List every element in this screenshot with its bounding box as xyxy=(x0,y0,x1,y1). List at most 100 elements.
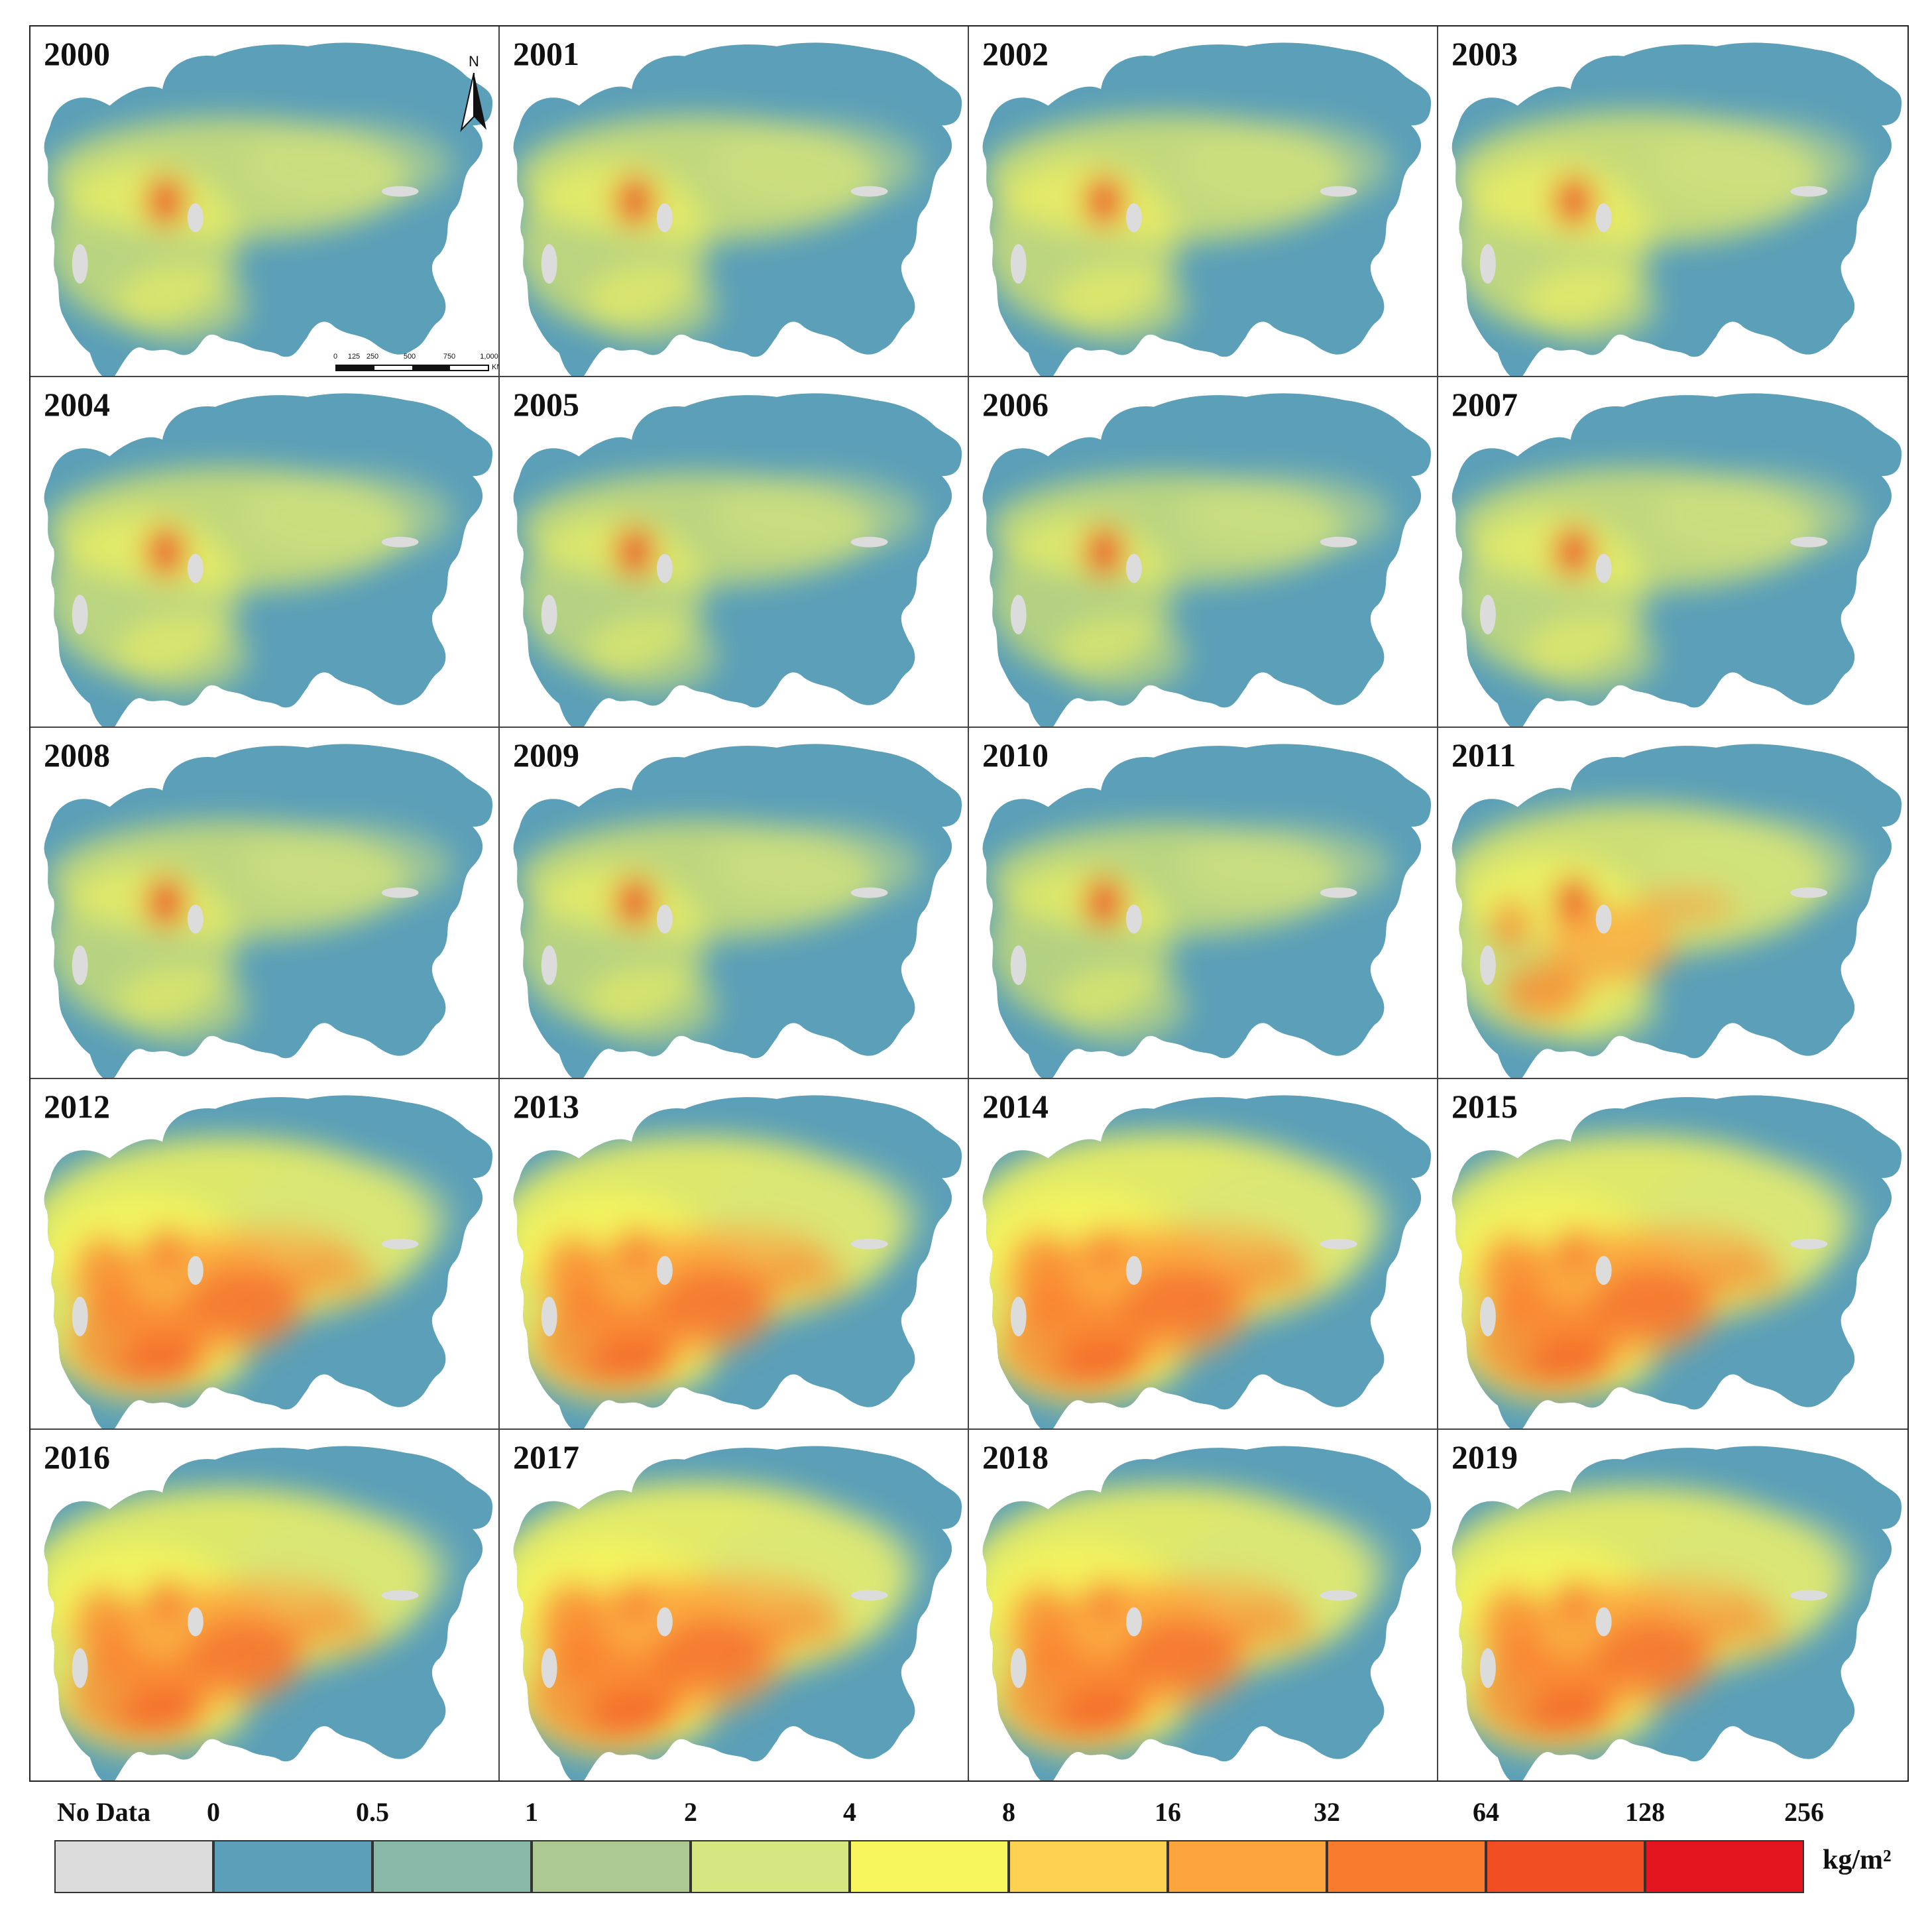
scale-tick-label: 500 xyxy=(403,353,416,361)
panel-year-label: 2015 xyxy=(1451,1087,1518,1125)
panel-year-label: 2016 xyxy=(44,1438,110,1476)
region-map-2003 xyxy=(1451,42,1902,377)
deposition-field xyxy=(983,114,1392,343)
legend-break-label: 0 xyxy=(207,1797,220,1827)
no-data-lake xyxy=(1010,945,1027,986)
region-map-2012 xyxy=(44,1095,493,1428)
no-data-lake xyxy=(1479,1296,1496,1336)
map-panel-2007: 2007 xyxy=(1438,377,1907,728)
deposition-field xyxy=(989,473,1392,694)
deposition-field xyxy=(513,1135,923,1402)
legend-no-data-label: No Data xyxy=(57,1797,151,1827)
no-data-lake xyxy=(1125,553,1142,583)
map-panel-2006: 2006 xyxy=(969,377,1438,728)
legend-swatch xyxy=(1327,1840,1486,1893)
legend-swatch xyxy=(1645,1840,1804,1893)
no-data-lake xyxy=(850,888,888,899)
no-data-lake xyxy=(1320,888,1357,899)
scale-tick-label: 750 xyxy=(443,353,456,361)
no-data-lake xyxy=(1595,553,1612,583)
map-panel-2013: 2013 xyxy=(500,1078,969,1430)
no-data-lake xyxy=(850,186,888,197)
no-data-lake xyxy=(381,1238,419,1250)
no-data-lake xyxy=(1595,1255,1612,1285)
north-arrow-icon: N xyxy=(457,53,490,139)
no-data-lake xyxy=(187,203,203,233)
panel-year-label: 2019 xyxy=(1451,1438,1518,1476)
no-data-lake xyxy=(541,945,557,986)
legend-break-label: 2 xyxy=(684,1797,697,1827)
panel-year-label: 2003 xyxy=(1451,35,1518,72)
no-data-lake xyxy=(541,244,557,284)
panel-year-label: 2004 xyxy=(44,386,110,424)
no-data-lake xyxy=(1010,1648,1027,1688)
region-map-2000 xyxy=(44,42,493,377)
scale-bar: 0 125 250 500 750 1,000 KM xyxy=(333,353,498,376)
region-map-2004 xyxy=(44,393,493,727)
region-map-2002 xyxy=(982,42,1432,377)
no-data-lake xyxy=(1790,536,1828,548)
no-data-lake xyxy=(1125,1255,1142,1285)
no-data-lake xyxy=(656,1255,673,1285)
scale-tick-label: 125 xyxy=(347,353,361,361)
legend-swatch xyxy=(691,1840,850,1893)
region-map-2014 xyxy=(982,1095,1432,1428)
no-data-lake xyxy=(381,888,419,899)
legend-break-label: 256 xyxy=(1784,1797,1824,1827)
deposition-field xyxy=(46,117,453,343)
no-data-lake xyxy=(1595,904,1612,934)
deposition-field xyxy=(44,1137,453,1401)
no-data-lake xyxy=(72,595,88,635)
region-map-2008 xyxy=(44,744,493,1078)
no-data-lake xyxy=(1595,203,1612,233)
legend: No Data 0 0.5 1 2 4 8 16 32 64 128 256 kg/m² xyxy=(0,1790,1932,1916)
no-data-lake xyxy=(187,1255,203,1285)
map-panel-2009: 2009 xyxy=(500,728,969,1079)
legend-unit: kg/m² xyxy=(1823,1845,1892,1875)
panel-year-label: 2002 xyxy=(982,35,1049,72)
legend-break-label: 1 xyxy=(525,1797,538,1827)
no-data-lake xyxy=(1790,1590,1828,1601)
map-panel-2019: 2019 xyxy=(1438,1429,1907,1780)
legend-break-label: 32 xyxy=(1314,1797,1340,1827)
map-panel-2002: 2002 xyxy=(969,27,1438,378)
map-panel-2004: 2004 xyxy=(30,377,500,728)
deposition-field xyxy=(1451,1486,1862,1754)
legend-swatch xyxy=(532,1840,691,1893)
no-data-lake xyxy=(541,1296,557,1336)
no-data-lake xyxy=(1790,888,1828,899)
no-data-lake xyxy=(1125,904,1142,934)
region-map-2015 xyxy=(1451,1095,1902,1428)
no-data-lake xyxy=(850,1238,888,1250)
no-data-lake xyxy=(1320,1590,1357,1601)
no-data-lake xyxy=(1790,1238,1828,1250)
deposition-field xyxy=(1454,467,1862,694)
legend-break-label: 64 xyxy=(1473,1797,1499,1827)
region-map-2013 xyxy=(513,1095,962,1428)
region-map-2018 xyxy=(982,1446,1432,1780)
region-map-2006 xyxy=(982,393,1432,727)
deposition-field xyxy=(519,472,923,694)
map-panel-2000: 2000 N 0 125 250 500 750 1,000 KM xyxy=(30,27,500,378)
no-data-lake xyxy=(1790,186,1828,197)
map-panel-2003: 2003 xyxy=(1438,27,1907,378)
legend-break-label: 128 xyxy=(1625,1797,1665,1827)
panel-year-label: 2011 xyxy=(1451,736,1516,774)
no-data-lake xyxy=(1479,1648,1496,1688)
panel-year-label: 2006 xyxy=(982,386,1049,424)
deposition-field xyxy=(513,1482,923,1757)
scale-tick-label: 250 xyxy=(366,353,379,361)
deposition-field xyxy=(982,1132,1392,1404)
region-map-2019 xyxy=(1451,1446,1902,1780)
legend-swatch xyxy=(213,1840,372,1893)
no-data-lake xyxy=(1479,244,1496,284)
map-panel-2016: 2016 xyxy=(30,1429,500,1780)
panel-year-label: 2013 xyxy=(513,1087,579,1125)
map-panel-2017: 2017 xyxy=(500,1429,969,1780)
map-panel-2018: 2018 xyxy=(969,1429,1438,1780)
no-data-lake xyxy=(187,1607,203,1637)
no-data-lake xyxy=(1479,595,1496,635)
deposition-field xyxy=(982,1485,1392,1755)
region-map-2007 xyxy=(1451,393,1902,727)
deposition-field xyxy=(1451,1134,1862,1403)
